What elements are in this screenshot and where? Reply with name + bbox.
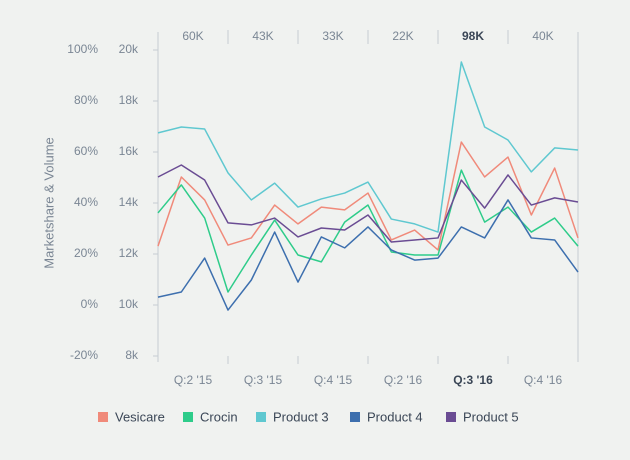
top-tick-label: 22K: [392, 29, 413, 43]
legend-label: Product 4: [367, 409, 423, 424]
series-line: [157, 164, 579, 243]
series-line: [157, 169, 579, 293]
y-axis-label: Marketshare & Volume: [41, 137, 56, 269]
y-tick-label: 20%: [74, 246, 98, 260]
top-tick-label: 43K: [252, 29, 273, 43]
y2-tick-label: 20k: [119, 42, 139, 56]
y-tick-label: 100%: [67, 42, 98, 56]
legend-label: Vesicare: [115, 409, 165, 424]
top-tick-label: 33K: [322, 29, 343, 43]
y2-tick-label: 14k: [119, 195, 139, 209]
top-tick-label: 98K: [462, 29, 484, 43]
legend-swatch: [256, 412, 266, 422]
legend-label: Crocin: [200, 409, 238, 424]
y2-tick-label: 10k: [119, 297, 139, 311]
x-tick-label: Q:3 '16: [453, 373, 493, 387]
y-tick-label: 60%: [74, 144, 98, 158]
series-line: [157, 199, 579, 311]
y2-tick-label: 8k: [125, 348, 139, 362]
legend-label: Product 3: [273, 409, 329, 424]
top-tick-label: 60K: [182, 29, 203, 43]
x-tick-label: Q:2 '16: [384, 373, 423, 387]
y-tick-label: -20%: [70, 348, 98, 362]
y-tick-label: 40%: [74, 195, 98, 209]
legend-label: Product 5: [463, 409, 519, 424]
legend-swatch: [350, 412, 360, 422]
x-tick-label: Q:4 '15: [314, 373, 353, 387]
series-line: [157, 61, 579, 233]
legend-swatch: [446, 412, 456, 422]
y2-tick-label: 18k: [119, 93, 139, 107]
y-tick-label: 80%: [74, 93, 98, 107]
x-tick-label: Q:2 '15: [174, 373, 213, 387]
y-tick-label: 0%: [81, 297, 99, 311]
y2-tick-label: 16k: [119, 144, 139, 158]
x-tick-label: Q:3 '15: [244, 373, 283, 387]
series-line: [157, 141, 579, 251]
y2-tick-label: 12k: [119, 246, 139, 260]
top-tick-label: 40K: [532, 29, 553, 43]
legend-swatch: [98, 412, 108, 422]
x-tick-label: Q:4 '16: [524, 373, 563, 387]
legend-swatch: [183, 412, 193, 422]
